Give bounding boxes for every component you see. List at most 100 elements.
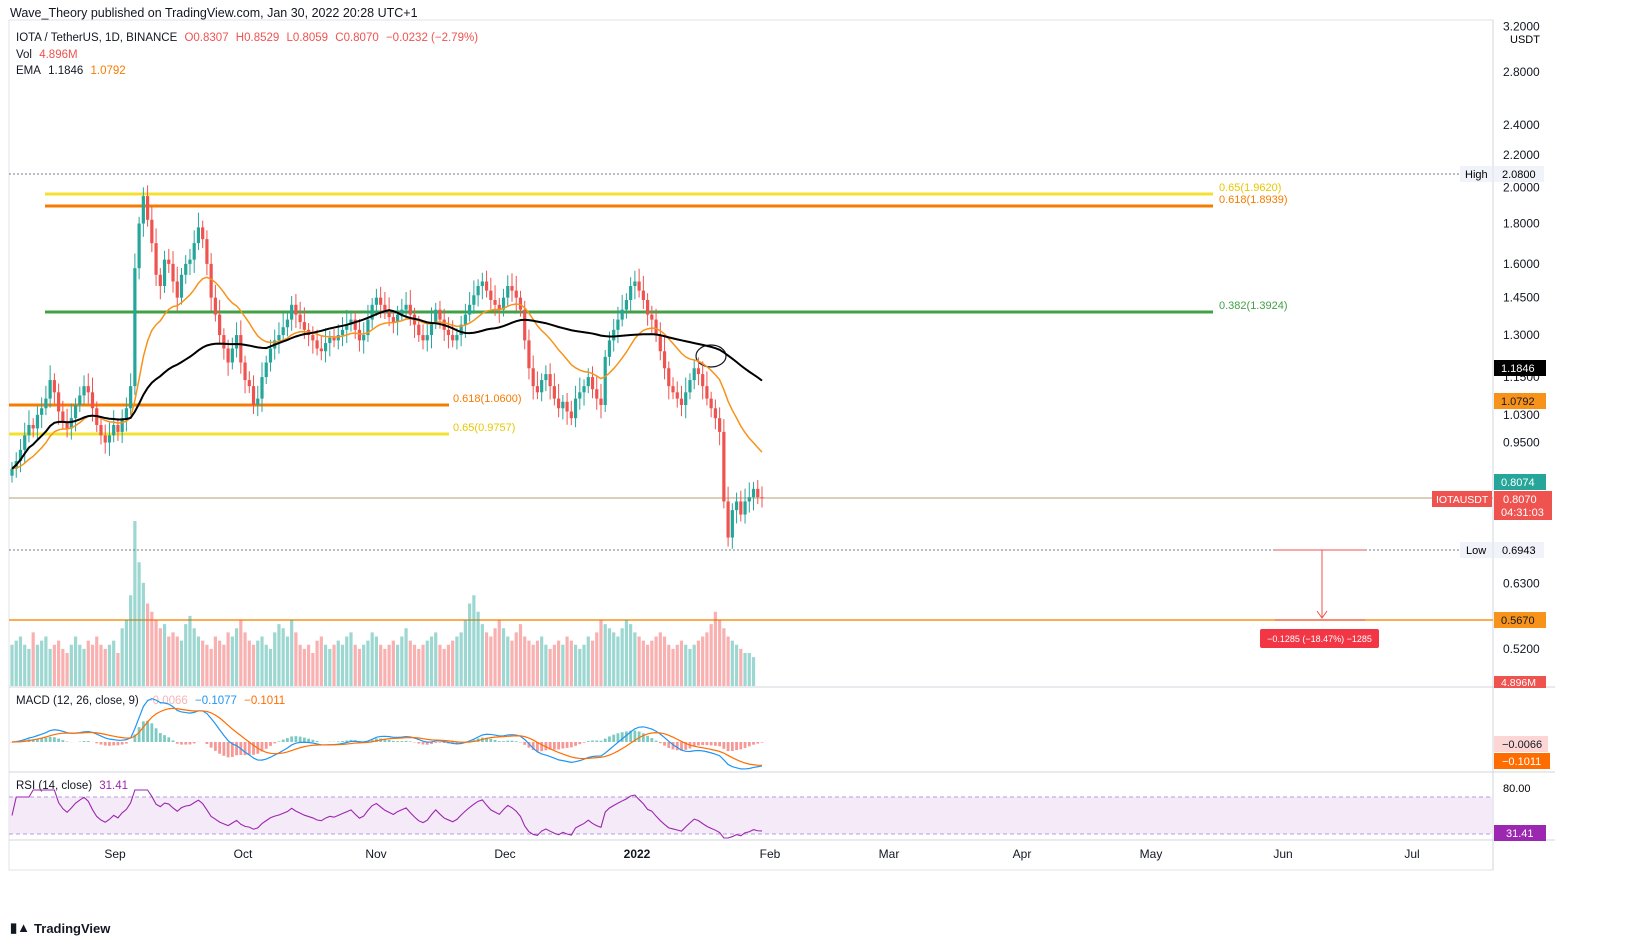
- high-tag: [1460, 166, 1492, 182]
- volume-bar: [124, 620, 129, 686]
- candle-body: [107, 435, 112, 443]
- candle-body: [527, 340, 531, 369]
- macd-hist-bar: [531, 742, 535, 751]
- x-tick-label: Dec: [494, 847, 515, 861]
- volume-bar: [667, 644, 671, 686]
- candle-body: [400, 309, 404, 315]
- macd-hist-bar: [612, 734, 616, 742]
- volume-bar: [167, 636, 171, 686]
- candle-body: [510, 286, 514, 291]
- macd-hist-bar: [336, 741, 340, 742]
- macd-hist-bar: [154, 728, 158, 742]
- macd-hist-bar: [294, 736, 298, 742]
- volume-bar: [612, 632, 616, 686]
- vol-label[interactable]: Vol: [16, 49, 32, 61]
- candle-body: [637, 281, 641, 291]
- candle-body: [544, 374, 548, 381]
- volume-bar: [73, 636, 78, 686]
- volume-bar: [298, 644, 302, 686]
- candle-body: [264, 362, 268, 378]
- macd-hist-bar: [167, 737, 171, 742]
- macd-hist-bar: [637, 731, 641, 742]
- candle-body: [362, 335, 366, 341]
- target-tag: [1494, 612, 1546, 628]
- candle-body: [624, 300, 629, 310]
- candle-body: [40, 408, 44, 415]
- volume-bar: [27, 648, 31, 686]
- candle-body: [557, 398, 561, 409]
- candle-body: [620, 309, 624, 320]
- measure-badge[interactable]: [1260, 629, 1379, 648]
- high-price-tag: [1494, 166, 1544, 182]
- volume-bar: [578, 648, 582, 686]
- candle-body: [82, 386, 86, 396]
- candle-body: [86, 386, 90, 393]
- macd-hist-bar: [625, 731, 628, 742]
- candle-body: [150, 219, 154, 244]
- candle-body: [268, 348, 273, 363]
- candle-body: [472, 295, 476, 305]
- fib-0618-lower-label: 0.618(1.0600): [453, 393, 522, 405]
- tradingview-footer[interactable]: ▮▲ TradingView: [10, 920, 110, 936]
- volume-bar: [349, 632, 353, 686]
- candle-body: [582, 386, 586, 393]
- macd-hist-bar: [675, 742, 679, 751]
- volume-bar: [468, 603, 472, 686]
- rsi-value: 31.41: [99, 780, 129, 792]
- candle-body: [408, 304, 412, 315]
- candle-body: [383, 304, 387, 313]
- macd-hist-bar: [620, 732, 624, 742]
- volume-bar: [171, 632, 175, 686]
- macd-hist-bar: [184, 742, 188, 745]
- volume-bar: [692, 644, 696, 686]
- macd-hist-tag: [1494, 736, 1548, 752]
- y-tick-label: 1.8000: [1503, 217, 1540, 231]
- candle-body: [285, 319, 290, 328]
- candle-body: [10, 468, 14, 476]
- candle-body: [446, 329, 451, 336]
- x-tick-label: 2022: [624, 847, 651, 861]
- ema-label[interactable]: EMA: [16, 65, 41, 77]
- volume-bar: [35, 644, 40, 686]
- volume-bar: [188, 615, 192, 686]
- close-value: C0.8070: [335, 32, 379, 44]
- candle-body: [756, 488, 760, 498]
- volume-bar: [489, 636, 493, 686]
- volume-bar: [743, 653, 747, 686]
- volume-bar: [527, 640, 531, 686]
- macd-label[interactable]: MACD (12, 26, close, 9): [16, 695, 139, 707]
- macd-hist-bar: [718, 742, 722, 747]
- macd-legend: MACD (12, 26, close, 9) −0.0066 −0.1077 …: [16, 695, 289, 707]
- candle-body: [251, 386, 256, 406]
- candle-body: [179, 274, 184, 298]
- rsi-label[interactable]: RSI (14, close): [16, 780, 93, 792]
- volume-bar: [133, 521, 137, 686]
- macd-hist-bar: [514, 741, 518, 742]
- candle-body: [561, 401, 565, 409]
- fib-0382-label: 0.382(1.3924): [1219, 300, 1288, 312]
- time-axis[interactable]: Sep Oct Nov Dec 2022 Feb Mar Apr May Jun Jul: [104, 847, 1419, 861]
- macd-hist-bar: [603, 738, 607, 742]
- candle-body: [298, 314, 302, 323]
- volume-bar: [417, 648, 421, 686]
- candle-body: [501, 297, 506, 310]
- cross-circle-annotation[interactable]: [695, 344, 727, 368]
- symbol-name[interactable]: IOTA / TetherUS, 1D, BINANCE: [16, 32, 178, 44]
- rsi-axis-80: 80.00: [1503, 783, 1531, 795]
- volume-bar: [675, 644, 679, 686]
- currency-unit[interactable]: USDT: [1510, 34, 1540, 46]
- rsi-tag: [1494, 825, 1546, 841]
- price-axis[interactable]: 3.2000 2.8000 2.4000 2.2000 2.0000 1.8000 1.60…: [1503, 19, 1540, 656]
- macd-hist-bar: [311, 739, 315, 742]
- candle-body: [281, 327, 285, 336]
- y-tick-label: 0.9500: [1503, 436, 1540, 450]
- macd-value: −0.1077: [195, 695, 237, 707]
- candle-body: [222, 335, 226, 349]
- candle-body: [451, 335, 455, 341]
- candle-body: [44, 398, 48, 409]
- candles[interactable]: [10, 185, 764, 549]
- symbol-legend: IOTA / TetherUS, 1D, BINANCE O0.8307 H0.…: [16, 32, 482, 44]
- volume-bar: [730, 640, 734, 686]
- y-tick-label: 1.6000: [1503, 257, 1540, 271]
